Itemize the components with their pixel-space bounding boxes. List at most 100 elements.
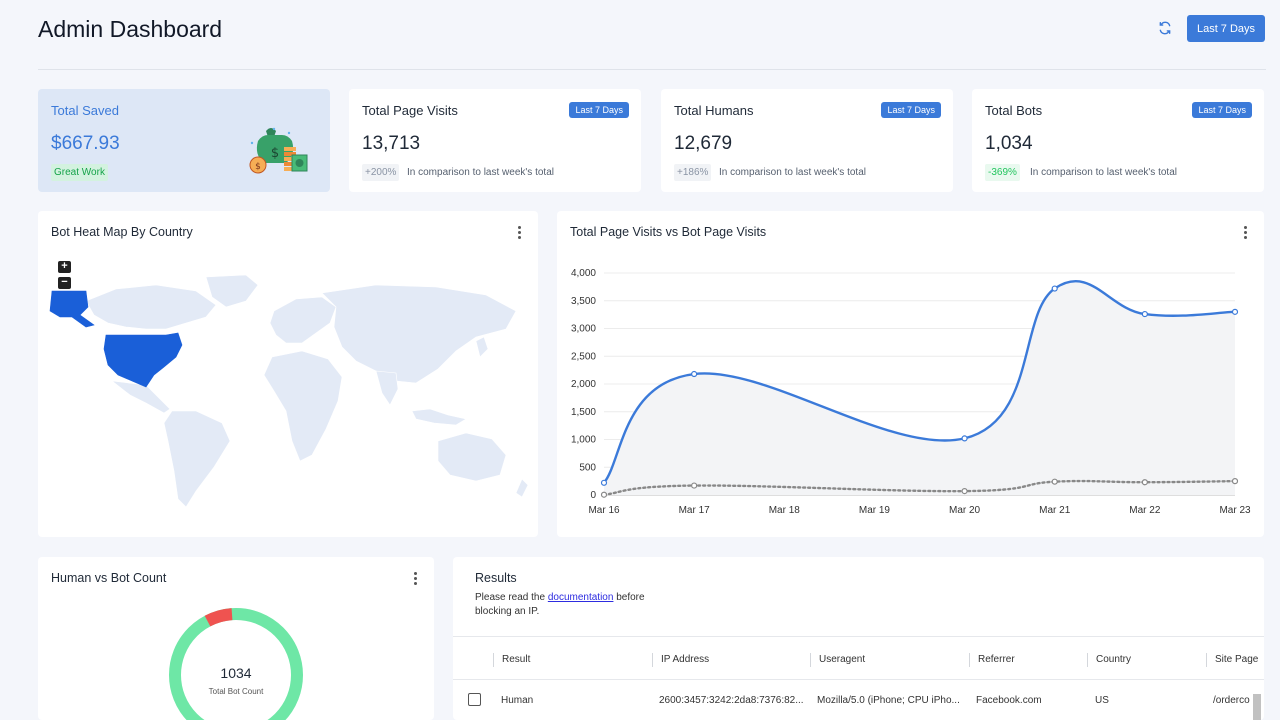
y-tick-label: 0 bbox=[590, 490, 596, 501]
page-title: Admin Dashboard bbox=[38, 16, 223, 42]
data-point[interactable] bbox=[1141, 479, 1148, 486]
x-tick-label: Mar 23 bbox=[1219, 505, 1251, 516]
x-tick-label: Mar 19 bbox=[859, 505, 891, 516]
data-point[interactable] bbox=[1231, 478, 1239, 485]
map-country-india bbox=[375, 370, 399, 406]
period-badge: Last 7 Days bbox=[569, 102, 629, 118]
visits-chart-card: Total Page Visits vs Bot Page Visits 0 50… bbox=[557, 211, 1264, 537]
column-header-useragent[interactable]: Useragent bbox=[810, 653, 865, 667]
stat-title: Total Bots bbox=[985, 103, 1043, 118]
stat-value: 1,034 bbox=[985, 133, 1033, 154]
x-tick-label: Mar 18 bbox=[769, 505, 801, 516]
x-tick-label: Mar 16 bbox=[588, 505, 620, 516]
y-tick-label: 3,500 bbox=[571, 296, 596, 307]
data-point[interactable] bbox=[600, 479, 608, 486]
documentation-link[interactable]: documentation bbox=[547, 592, 614, 603]
comparison-note: In comparison to last week's total bbox=[719, 167, 866, 178]
map-country-europe bbox=[269, 296, 337, 344]
x-tick-label: Mar 22 bbox=[1129, 505, 1161, 516]
more-options-icon[interactable] bbox=[1240, 225, 1250, 241]
zoom-in-button[interactable]: + bbox=[58, 261, 71, 273]
y-tick-label: 4,000 bbox=[571, 268, 596, 279]
column-header-site-page[interactable]: Site Page bbox=[1206, 653, 1258, 667]
map-country-south-america bbox=[163, 410, 231, 508]
y-tick-label: 1,500 bbox=[571, 407, 596, 418]
zoom-out-button[interactable]: − bbox=[58, 277, 71, 289]
stat-value: $667.93 bbox=[51, 133, 120, 154]
column-header-country[interactable]: Country bbox=[1087, 653, 1131, 667]
cell-useragent: Mozilla/5.0 (iPhone; CPU iPho... bbox=[817, 695, 960, 706]
period-badge: Last 7 Days bbox=[881, 102, 941, 118]
map-country-australia bbox=[437, 432, 507, 482]
table-header: Result IP Address Useragent Referrer Cou… bbox=[453, 636, 1264, 680]
donut-bot-segment bbox=[204, 608, 233, 627]
panel-title: Bot Heat Map By Country bbox=[51, 225, 193, 239]
more-options-icon[interactable] bbox=[410, 571, 420, 587]
map-country-mexico bbox=[110, 380, 171, 414]
results-card: Results Please read the documentation be… bbox=[453, 557, 1264, 720]
y-tick-label: 2,000 bbox=[571, 379, 596, 390]
cell-country: US bbox=[1095, 695, 1109, 706]
map-country-asia bbox=[321, 284, 517, 384]
map-country-indonesia bbox=[411, 408, 467, 426]
world-map[interactable] bbox=[46, 271, 530, 511]
data-point[interactable] bbox=[961, 435, 968, 442]
data-point[interactable] bbox=[691, 482, 698, 489]
change-badge: +186% bbox=[674, 164, 712, 181]
stat-title: Total Saved bbox=[51, 103, 119, 118]
refresh-icon[interactable] bbox=[1155, 18, 1175, 38]
x-tick-label: Mar 20 bbox=[949, 505, 981, 516]
y-tick-label: 2,500 bbox=[571, 351, 596, 362]
column-header-result[interactable]: Result bbox=[493, 653, 530, 667]
donut-total-value: 1034 bbox=[220, 665, 252, 681]
row-checkbox[interactable] bbox=[468, 693, 481, 706]
data-point[interactable] bbox=[1141, 310, 1148, 318]
desc-text: before blocking an IP. bbox=[475, 592, 645, 617]
data-point[interactable] bbox=[1051, 478, 1058, 485]
y-tick-label: 500 bbox=[579, 462, 596, 473]
svg-text:$: $ bbox=[271, 146, 279, 161]
header: Admin Dashboard Last 7 Days bbox=[38, 0, 1266, 70]
desc-text: Please read the bbox=[475, 592, 548, 603]
x-tick-label: Mar 17 bbox=[679, 505, 711, 516]
map-country-africa bbox=[263, 350, 343, 462]
column-header-ip[interactable]: IP Address bbox=[652, 653, 709, 667]
date-range-button[interactable]: Last 7 Days bbox=[1187, 15, 1265, 42]
data-point[interactable] bbox=[1051, 285, 1058, 292]
more-options-icon[interactable] bbox=[514, 225, 524, 241]
panel-title: Total Page Visits vs Bot Page Visits bbox=[570, 225, 767, 239]
donut-total-label: Total Bot Count bbox=[208, 687, 264, 696]
comparison-note: In comparison to last week's total bbox=[1030, 167, 1177, 178]
period-badge: Last 7 Days bbox=[1192, 102, 1252, 118]
column-header-referrer[interactable]: Referrer bbox=[969, 653, 1015, 667]
map-country-japan bbox=[475, 336, 489, 358]
total-page-visits-card: Total Page Visits Last 7 Days 13,713 +20… bbox=[349, 89, 641, 192]
results-description: Please read the documentation before blo… bbox=[475, 591, 665, 619]
map-country-usa bbox=[103, 332, 183, 388]
map-country-alaska bbox=[49, 290, 95, 328]
total-bots-card: Total Bots Last 7 Days 1,034 -369% In co… bbox=[972, 89, 1264, 192]
cell-ip: 2600:3457:3242:2da8:7376:82... bbox=[659, 695, 804, 706]
cell-result: Human bbox=[501, 695, 534, 706]
data-point[interactable] bbox=[961, 488, 968, 495]
map-country-greenland bbox=[205, 274, 259, 308]
donut-human-segment bbox=[169, 608, 303, 720]
data-point[interactable] bbox=[1231, 308, 1239, 315]
money-icon: $ $ bbox=[249, 127, 308, 174]
change-badge: -369% bbox=[985, 164, 1020, 181]
total-saved-card: Total Saved $667.93 Great Work $ $ bbox=[38, 89, 330, 192]
map-country-new-zealand bbox=[515, 478, 529, 498]
stat-value: 12,679 bbox=[674, 133, 733, 154]
comparison-note: In comparison to last week's total bbox=[407, 167, 554, 178]
svg-text:$: $ bbox=[255, 162, 261, 172]
table-scrollbar[interactable] bbox=[1253, 694, 1261, 720]
human-vs-bot-card: Human vs Bot Count 1034 Total Bot Count bbox=[38, 557, 434, 720]
data-point[interactable] bbox=[691, 370, 698, 378]
great-work-badge: Great Work bbox=[51, 164, 108, 181]
y-tick-label: 3,000 bbox=[571, 324, 596, 335]
line-chart: 0 500 1,000 1,500 2,000 2,500 3,000 3,500 4,000 M… bbox=[571, 268, 1251, 516]
results-title: Results bbox=[475, 571, 517, 585]
data-point[interactable] bbox=[600, 491, 608, 498]
table-row[interactable]: Human 2600:3457:3242:2da8:7376:82... Moz… bbox=[453, 680, 1264, 720]
donut-chart bbox=[169, 608, 303, 720]
